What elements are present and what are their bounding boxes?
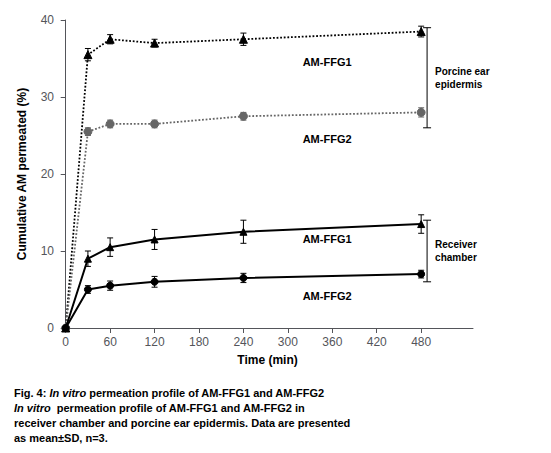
svg-text:permeation profile of AM-FFG1: permeation profile of AM-FFG1 and AM-FFG… <box>86 387 324 399</box>
svg-text:In vitro: In vitro <box>49 387 86 399</box>
svg-text:receiver chamber and porcine e: receiver chamber and porcine ear epiderm… <box>14 417 350 429</box>
svg-text:Receiver: Receiver <box>435 239 477 250</box>
svg-text:0: 0 <box>62 335 69 349</box>
svg-text:300: 300 <box>278 335 298 349</box>
svg-text:Fig. 4:: Fig. 4: <box>14 387 49 399</box>
svg-text:AM-FFG2: AM-FFG2 <box>303 290 352 302</box>
svg-text:epidermis: epidermis <box>435 79 483 90</box>
svg-text:Porcine ear: Porcine ear <box>435 66 490 77</box>
svg-text:420: 420 <box>367 335 387 349</box>
svg-text:AM-FFG1: AM-FFG1 <box>303 233 352 245</box>
svg-text:AM-FFG1: AM-FFG1 <box>303 56 352 68</box>
svg-text:as mean±SD, n=3.: as mean±SD, n=3. <box>14 432 108 444</box>
svg-text:240: 240 <box>233 335 253 349</box>
svg-text:chamber: chamber <box>435 252 477 263</box>
svg-text:permeation profile of AM-FFG1: permeation profile of AM-FFG1 and AM-FFG… <box>51 402 305 414</box>
svg-text:180: 180 <box>189 335 209 349</box>
svg-text:AM-FFG2: AM-FFG2 <box>303 133 352 145</box>
svg-text:0: 0 <box>47 321 54 335</box>
svg-text:360: 360 <box>322 335 342 349</box>
svg-text:Time (min): Time (min) <box>237 353 297 367</box>
svg-text:60: 60 <box>103 335 117 349</box>
svg-text:480: 480 <box>411 335 431 349</box>
svg-text:30: 30 <box>41 90 55 104</box>
svg-text:120: 120 <box>145 335 165 349</box>
svg-text:In vitro: In vitro <box>14 402 51 414</box>
svg-text:20: 20 <box>41 167 55 181</box>
svg-text:10: 10 <box>41 244 55 258</box>
svg-text:40: 40 <box>41 13 55 27</box>
svg-text:Cumulative AM permeated (%): Cumulative AM permeated (%) <box>15 88 29 260</box>
